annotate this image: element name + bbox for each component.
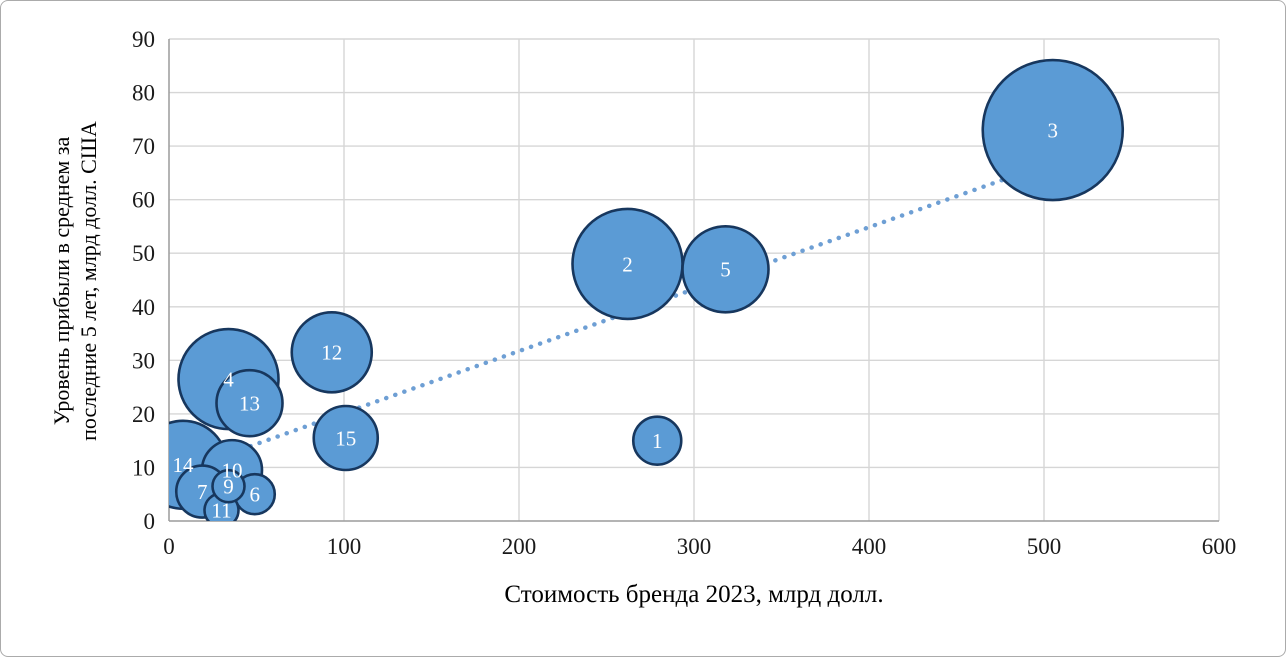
trendline-group <box>169 159 1055 478</box>
bubble-label-12: 12 <box>321 341 342 365</box>
y-tick-90: 90 <box>132 27 155 52</box>
y-tick-60: 60 <box>132 188 155 213</box>
y-tick-20: 20 <box>132 402 155 427</box>
y-tick-80: 80 <box>132 81 155 106</box>
bubble-label-5: 5 <box>720 258 731 282</box>
y-tick-30: 30 <box>132 348 155 373</box>
bubble-13 <box>215 368 284 438</box>
bubble-5 <box>681 224 770 314</box>
y-tick-0: 0 <box>144 509 156 534</box>
x-tick-200: 200 <box>502 534 537 559</box>
y-axis-title: Уровень прибыли в среднем за последние 5… <box>48 51 104 511</box>
x-tick-0: 0 <box>163 534 175 559</box>
bubble-label-3: 3 <box>1048 118 1059 142</box>
trendline <box>169 159 1055 478</box>
bubble-label-14: 14 <box>173 453 195 477</box>
bubble-label-4: 4 <box>223 367 234 391</box>
bubbles <box>169 58 1125 521</box>
bubble-1 <box>631 415 683 466</box>
y-tick-70: 70 <box>132 134 155 159</box>
bubble-label-1: 1 <box>652 429 663 453</box>
bubble-label-11: 11 <box>211 499 231 523</box>
bubble-9 <box>211 468 246 504</box>
bubble-label-9: 9 <box>223 475 234 499</box>
bubble-label-6: 6 <box>250 483 261 507</box>
bubble-15 <box>312 404 380 472</box>
y-tick-labels: 0 10 20 30 40 50 60 70 80 90 <box>132 27 155 534</box>
bubble-label-7: 7 <box>197 480 208 504</box>
bubble-label-10: 10 <box>222 458 243 482</box>
y-axis-title-line2: последние 5 лет, млрд долл. США <box>76 121 101 441</box>
bubble-3 <box>981 58 1125 202</box>
bubble-label-2: 2 <box>622 252 633 276</box>
bubble-label-15: 15 <box>335 426 356 450</box>
x-tick-600: 600 <box>1202 534 1237 559</box>
x-tick-300: 300 <box>677 534 712 559</box>
x-tick-100: 100 <box>327 534 362 559</box>
bubble-label-13: 13 <box>239 392 260 416</box>
y-tick-50: 50 <box>132 241 155 266</box>
x-axis-title: Стоимость бренда 2023, млрд долл. <box>504 581 884 608</box>
y-axis-title-line1: Уровень прибыли в среднем за <box>49 136 74 426</box>
x-tick-400: 400 <box>852 534 887 559</box>
y-tick-40: 40 <box>132 295 155 320</box>
bubble-12 <box>290 310 374 394</box>
x-tick-500: 500 <box>1027 534 1062 559</box>
y-tick-10: 10 <box>132 455 155 480</box>
x-tick-labels: 0 100 200 300 400 500 600 <box>163 534 1236 559</box>
